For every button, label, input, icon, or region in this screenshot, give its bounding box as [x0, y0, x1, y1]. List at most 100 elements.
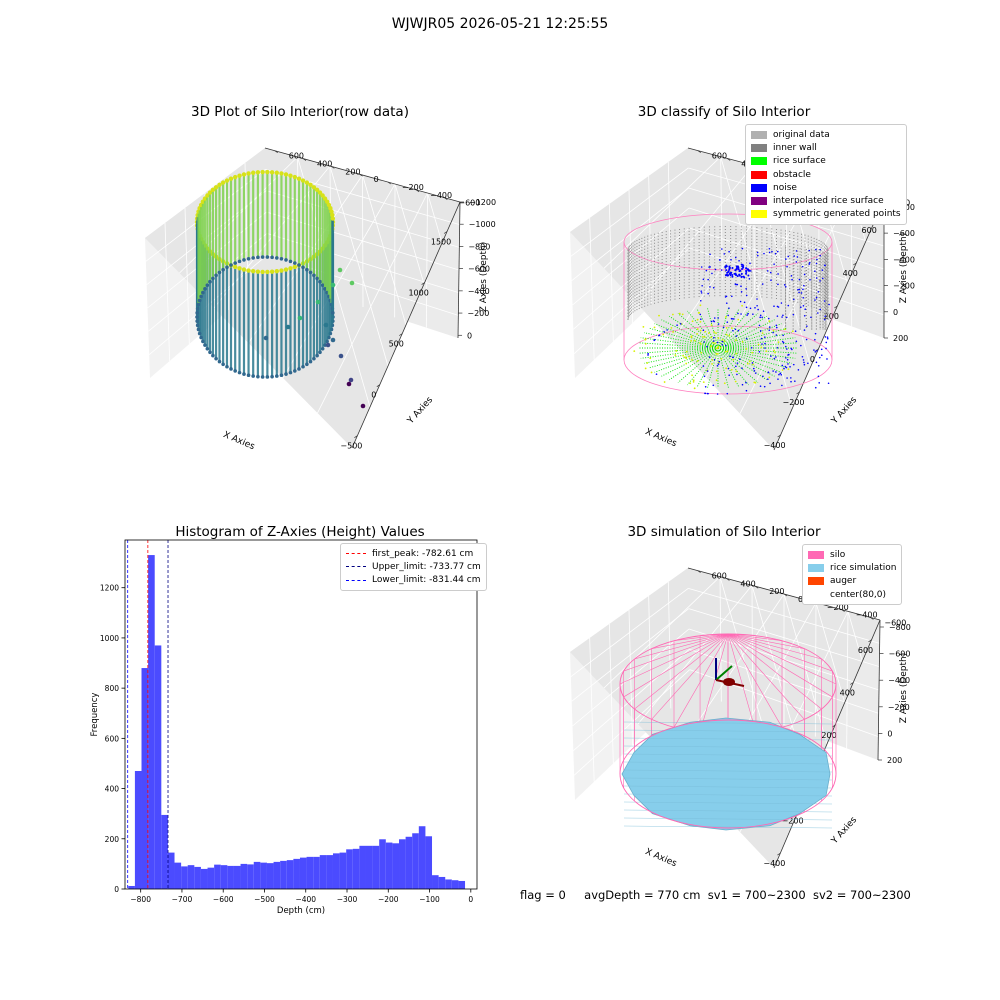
legend-item: original data [751, 128, 901, 141]
p1-point [324, 199, 330, 204]
p2-noise-point [772, 331, 774, 334]
p2-noise-point [768, 251, 771, 254]
p2-noise-point [783, 367, 785, 370]
p1-point [196, 302, 201, 307]
p2-noise-point [761, 283, 764, 285]
p1-y-tick-label: 0 [374, 175, 379, 184]
p2-symmetric-point [760, 346, 763, 349]
p1-point [265, 375, 270, 379]
p2-noise-point [728, 250, 730, 253]
p2-noise-point [741, 247, 744, 250]
p2-symmetric-point [791, 330, 794, 333]
p1-point [196, 327, 201, 332]
p2-noise-point [706, 345, 708, 348]
legend-swatch [808, 577, 824, 586]
p2-symmetric-point [741, 304, 743, 307]
p4-silo-roof-line [727, 633, 822, 660]
p2-noise-point [770, 279, 772, 281]
p2-symmetric-point [692, 381, 695, 383]
p2-noise-point [721, 343, 724, 346]
p1-point [330, 337, 336, 343]
p2-y-tick [697, 150, 701, 153]
p2-symmetric-point [715, 370, 718, 373]
p1-y-tick-label: 400 [317, 160, 332, 169]
p2-symmetric-point [748, 360, 751, 363]
p2-symmetric-point [768, 320, 771, 323]
p3-bar [359, 845, 366, 889]
p1-y-tick [302, 158, 307, 161]
p3-bar [372, 845, 380, 889]
p2-noise-point [824, 336, 827, 338]
p3-bar [214, 864, 221, 889]
p2-symmetric-point [716, 347, 719, 350]
p1-point [217, 270, 222, 275]
p1-point [305, 267, 309, 272]
p2-rice-surface-points [717, 347, 788, 369]
p2-symmetric-point [671, 313, 674, 316]
p1-z-tick-label: −600 [468, 265, 490, 274]
p2-noise-point [782, 334, 784, 337]
p2-symmetric-point [720, 357, 723, 360]
p1-point [225, 265, 229, 270]
p1-point [265, 255, 270, 259]
legend-item: silo [808, 548, 896, 561]
p2-noise-point [805, 338, 808, 341]
p1-gridline [362, 174, 407, 326]
p2-noise-point [825, 341, 828, 344]
p2-noise-point [732, 356, 734, 359]
p2-symmetric-point [715, 353, 718, 355]
legend-label: original data [773, 129, 830, 140]
p4-silo-roof-line [727, 633, 833, 672]
p2-z-tick-label: −600 [893, 229, 915, 238]
p2-noise-point [725, 269, 728, 272]
p1-point [297, 263, 301, 267]
p1-point [260, 169, 265, 175]
p1-point [329, 209, 334, 214]
p1-point [349, 280, 355, 286]
p4-silo-roof-line [673, 633, 729, 641]
p2-symmetric-point [730, 327, 733, 329]
p2-symmetric-point [710, 345, 712, 348]
p2-noise-point [728, 267, 731, 270]
p3-y-tick-label: 1000 [100, 634, 119, 643]
p2-noise-point [792, 363, 795, 366]
p1-point [242, 258, 246, 262]
p3-bar [293, 858, 300, 889]
p3-axes-frame [124, 539, 478, 890]
p2-symmetric-point [691, 320, 694, 323]
p1-point [331, 311, 335, 315]
p2-noise-point [725, 302, 728, 304]
p2-noise-point [775, 324, 778, 327]
p1-point [330, 216, 336, 221]
p2-x-tick [853, 262, 857, 266]
p4-rice-mesh-line [623, 825, 833, 829]
p2-noise-point [786, 265, 788, 268]
p1-point [322, 196, 328, 201]
p2-rice-surface-points [669, 347, 719, 381]
p2-noise-point [708, 356, 711, 358]
p2-noise-point [761, 343, 763, 345]
p2-noise-point [780, 302, 783, 304]
legend-item: interpolated rice surface [751, 194, 901, 207]
p4-rice-mesh-line [623, 769, 833, 773]
p1-y-tick [444, 197, 448, 200]
p2-noise-point [735, 365, 737, 368]
p3-bar [438, 876, 446, 889]
legend-item: Upper_limit: -733.77 cm [346, 560, 481, 573]
p1-point [274, 269, 280, 274]
p2-noise-point [713, 317, 716, 319]
p2-noise-point [814, 351, 817, 353]
p3-bar [451, 880, 459, 889]
p3-bar [385, 842, 393, 889]
p4-gridline [637, 585, 753, 725]
p4-z-axis-line [877, 619, 881, 761]
p2-symmetric-point [693, 387, 696, 390]
p2-gridline [689, 247, 885, 316]
p3-bar [148, 555, 155, 889]
p2-noise-point [794, 330, 797, 332]
p2-symmetric-point [688, 355, 691, 358]
p2-noise-point [782, 341, 785, 344]
p2-symmetric-point [787, 368, 790, 371]
p3-bar [154, 645, 162, 889]
p1-point [304, 180, 310, 185]
